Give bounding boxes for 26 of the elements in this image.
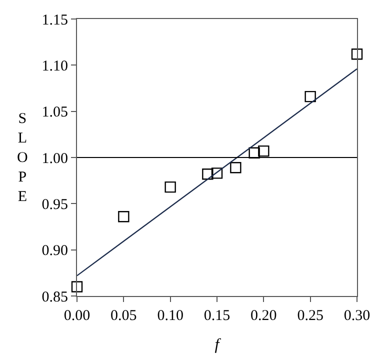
point — [258, 145, 270, 157]
point — [202, 168, 214, 180]
x-tick-label: 0.25 — [297, 308, 324, 324]
x-tick-label: 0.30 — [344, 308, 370, 324]
x-tick-label: 0.00 — [64, 308, 90, 324]
point — [211, 168, 223, 179]
y-tick-label: 1.15 — [42, 12, 68, 28]
y-axis-title: SLOPE — [17, 111, 28, 205]
x-tick-label: 0.20 — [250, 308, 277, 324]
x-tick-label: 0.05 — [110, 308, 137, 324]
y-tick-label: 1.05 — [42, 104, 68, 121]
y-tick-label: 0.85 — [42, 289, 68, 306]
y-tick-label: 0.90 — [42, 243, 68, 260]
x-tick-label: 0.15 — [204, 308, 230, 324]
x-axis-title: f — [214, 336, 222, 354]
point — [304, 90, 316, 102]
point — [230, 162, 242, 174]
x-tick-label: 0.10 — [157, 308, 184, 324]
point — [248, 147, 260, 158]
y-tick-label: 1.10 — [42, 58, 68, 74]
point — [71, 281, 83, 292]
y-tick-label: 0.95 — [42, 196, 68, 213]
y-tick-label: 1.00 — [42, 150, 68, 167]
point — [118, 210, 130, 222]
point — [351, 48, 363, 60]
point — [164, 181, 176, 193]
